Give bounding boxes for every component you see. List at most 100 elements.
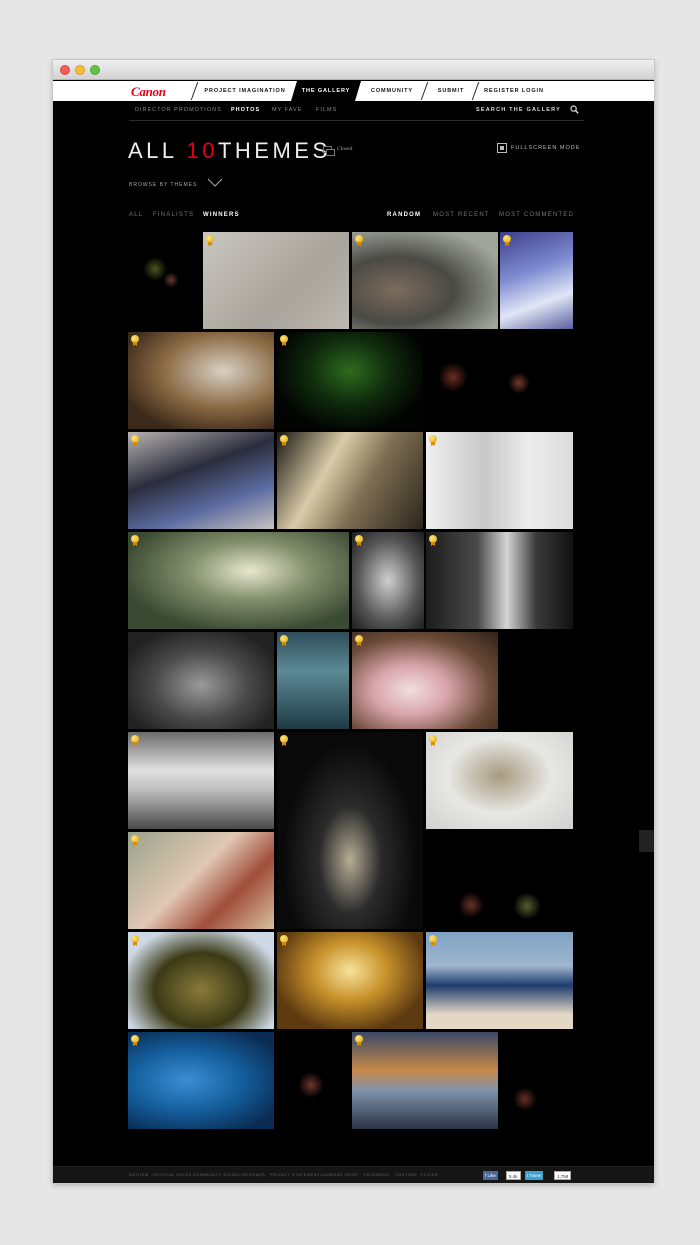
bokeh-decoration bbox=[298, 1072, 324, 1098]
page-title: ALL 10THEMES bbox=[128, 138, 331, 164]
nav-submit[interactable]: SUBMIT bbox=[437, 88, 465, 94]
winner-badge-icon bbox=[429, 535, 437, 546]
facebook-icon: f bbox=[485, 1173, 488, 1178]
tweet-count: 1,758 bbox=[554, 1171, 572, 1180]
search-icon[interactable] bbox=[570, 105, 579, 114]
photo-tile[interactable] bbox=[352, 232, 498, 329]
subnav-films[interactable]: FILMS bbox=[316, 107, 338, 113]
like-count: 5.4k bbox=[506, 1171, 521, 1180]
title-suffix: THEMES bbox=[217, 138, 331, 163]
photo-tile[interactable] bbox=[277, 732, 423, 929]
footer-link-privacy-statement[interactable]: PRIVACY STATEMENT bbox=[270, 1173, 321, 1177]
nav-the-gallery[interactable]: THE GALLERY bbox=[291, 81, 361, 101]
winner-badge-icon bbox=[280, 935, 288, 946]
photo-tile[interactable] bbox=[128, 532, 349, 629]
winner-badge-icon bbox=[429, 735, 437, 746]
winner-badge-icon bbox=[429, 435, 437, 446]
canon-logo[interactable]: Canon bbox=[131, 84, 166, 99]
footer-link-youtube[interactable]: YOUTUBE bbox=[395, 1173, 418, 1177]
photo-tile[interactable] bbox=[426, 932, 573, 1029]
nav-register-login[interactable]: REGISTER LOGIN bbox=[484, 88, 544, 94]
photo-tile[interactable] bbox=[277, 932, 423, 1029]
close-window-button[interactable] bbox=[60, 65, 70, 75]
photo-tile[interactable] bbox=[426, 532, 573, 629]
like-label: Like bbox=[487, 1173, 496, 1178]
sub-navigation: DIRECTOR PROMOTIONS PHOTOS MY FAVE FILMS… bbox=[53, 101, 654, 121]
fullscreen-mode-button[interactable]: FULLSCREEN MODE bbox=[511, 145, 581, 151]
facebook-like-button[interactable]: f Like bbox=[483, 1171, 498, 1180]
search-gallery-label[interactable]: SEARCH THE GALLERY bbox=[476, 107, 561, 113]
winner-badge-icon bbox=[131, 335, 139, 346]
winner-badge-icon bbox=[131, 435, 139, 446]
nav-divider bbox=[190, 82, 199, 100]
bokeh-decoration bbox=[163, 272, 179, 288]
footer-link-faqs[interactable]: FAQS bbox=[253, 1173, 266, 1177]
title-prefix: ALL bbox=[128, 138, 177, 163]
bokeh-decoration bbox=[513, 892, 541, 920]
winner-badge-icon bbox=[429, 935, 437, 946]
browse-by-themes[interactable]: BROWSE BY THEMES bbox=[129, 182, 198, 188]
winner-badge-icon bbox=[355, 635, 363, 646]
photo-tile[interactable] bbox=[500, 232, 573, 329]
winner-badge-icon bbox=[280, 335, 288, 346]
footer-link-shop[interactable]: SHOP bbox=[345, 1173, 359, 1177]
photo-grid bbox=[128, 232, 573, 1132]
status-label: Closed bbox=[337, 146, 353, 152]
minimize-window-button[interactable] bbox=[75, 65, 85, 75]
footer-link-flickr[interactable]: FLICKR bbox=[421, 1173, 439, 1177]
nav-project-imagination[interactable]: PROJECT IMAGINATION bbox=[204, 88, 286, 94]
twitter-icon: t bbox=[527, 1173, 530, 1178]
tweet-button[interactable]: t Tweet bbox=[525, 1171, 544, 1180]
photo-tile[interactable] bbox=[426, 732, 573, 829]
bokeh-decoration bbox=[513, 1087, 537, 1111]
photo-tile[interactable] bbox=[128, 932, 274, 1029]
photo-tile[interactable] bbox=[128, 732, 274, 829]
fullscreen-icon[interactable] bbox=[497, 143, 507, 153]
subnav-photos[interactable]: PHOTOS bbox=[231, 107, 261, 113]
photo-tile[interactable] bbox=[203, 232, 349, 329]
filter-winners[interactable]: WINNERS bbox=[203, 212, 240, 218]
photo-tile[interactable] bbox=[352, 632, 498, 729]
zoom-window-button[interactable] bbox=[90, 65, 100, 75]
photo-tile[interactable] bbox=[128, 832, 274, 929]
footer-link-cameras[interactable]: CAMERAS bbox=[320, 1173, 343, 1177]
filter-finalists[interactable]: FINALISTS bbox=[153, 212, 195, 218]
sort-most-recent[interactable]: MOST RECENT bbox=[433, 212, 490, 218]
top-navigation: Canon PROJECT IMAGINATION THE GALLERY CO… bbox=[53, 81, 654, 101]
footer-link-official-rules[interactable]: OFFICIAL RULES bbox=[153, 1173, 193, 1177]
footer-link-anthem[interactable]: ANTHEM bbox=[129, 1173, 149, 1177]
sort-random[interactable]: RANDOM bbox=[387, 212, 422, 218]
chevron-down-icon[interactable] bbox=[207, 178, 223, 188]
photo-tile[interactable] bbox=[128, 332, 274, 429]
nav-community[interactable]: COMMUNITY bbox=[370, 88, 413, 94]
subnav-director-promotions[interactable]: DIRECTOR PROMOTIONS bbox=[135, 107, 222, 113]
title-number: 10 bbox=[186, 138, 218, 163]
title-bar bbox=[53, 60, 654, 80]
photo-tile[interactable] bbox=[426, 432, 573, 529]
photo-tile[interactable] bbox=[128, 632, 274, 729]
footer-link-community-guidelines[interactable]: COMMUNITY GUIDELINES bbox=[193, 1173, 253, 1177]
photo-tile[interactable] bbox=[277, 332, 423, 429]
tweet-label: Tweet bbox=[529, 1173, 542, 1178]
winner-badge-icon bbox=[355, 235, 363, 246]
footer: ANTHEM OFFICIAL RULES COMMUNITY GUIDELIN… bbox=[53, 1166, 654, 1183]
subnav-my-fave[interactable]: MY FAVE bbox=[272, 107, 303, 113]
scroll-handle[interactable] bbox=[639, 830, 654, 852]
photo-tile[interactable] bbox=[352, 532, 424, 629]
photo-tile[interactable] bbox=[128, 1032, 274, 1129]
winner-badge-icon bbox=[131, 935, 139, 946]
winner-badge-icon bbox=[280, 635, 288, 646]
winner-badge-icon bbox=[131, 735, 139, 746]
filter-all[interactable]: ALL bbox=[129, 212, 144, 218]
winner-badge-icon bbox=[131, 535, 139, 546]
photo-tile[interactable] bbox=[128, 432, 274, 529]
photo-tile[interactable] bbox=[352, 1032, 498, 1129]
sort-most-commented[interactable]: MOST COMMENTED bbox=[499, 212, 575, 218]
winner-badge-icon bbox=[131, 1035, 139, 1046]
bokeh-decoration bbox=[438, 362, 468, 392]
photo-tile[interactable] bbox=[277, 632, 349, 729]
bokeh-decoration bbox=[458, 892, 484, 918]
footer-link-facebook[interactable]: FACEBOOK bbox=[364, 1173, 390, 1177]
browser-window: Canon PROJECT IMAGINATION THE GALLERY CO… bbox=[53, 60, 654, 1183]
photo-tile[interactable] bbox=[277, 432, 423, 529]
